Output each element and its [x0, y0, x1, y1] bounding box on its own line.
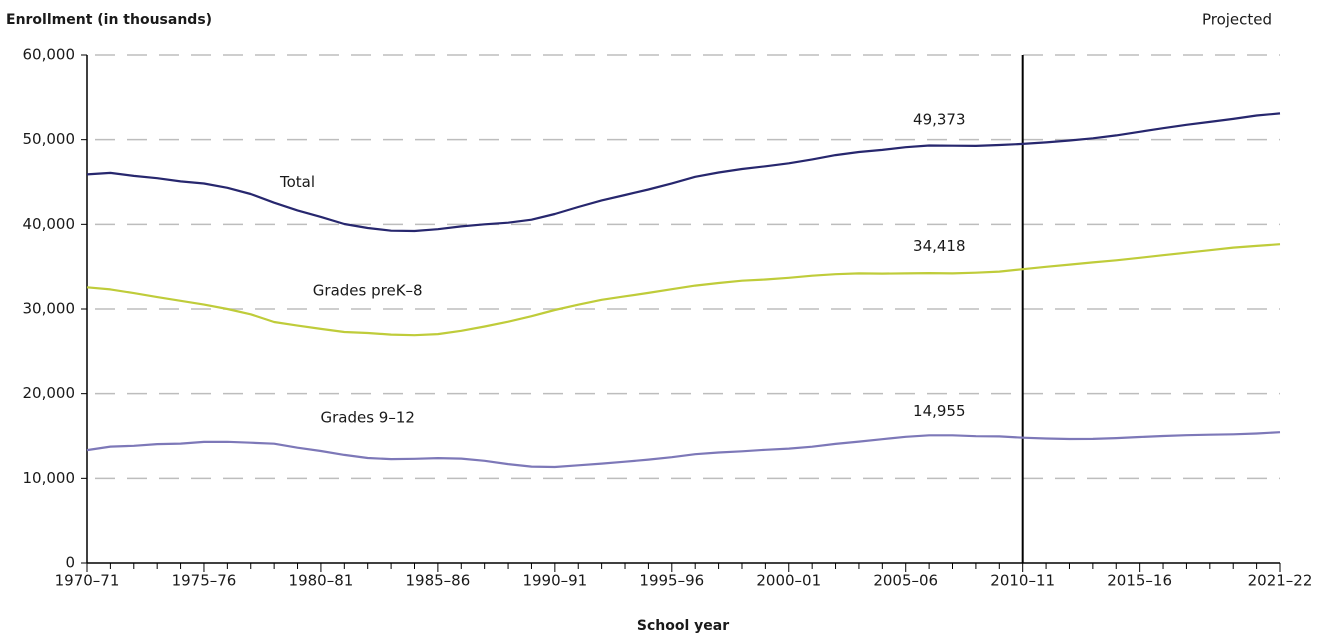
x-tick-label: 1975–76 — [172, 572, 237, 590]
y-tick-label: 60,000 — [23, 46, 76, 64]
x-tick-label: 2021–22 — [1248, 572, 1313, 590]
x-axis-label: School year — [637, 618, 729, 634]
value-label: 34,418 — [913, 237, 966, 255]
y-axis-label: Enrollment (in thousands) — [6, 12, 212, 28]
y-tick-label: 30,000 — [23, 300, 76, 318]
value-label: 14,955 — [913, 402, 966, 420]
series-line — [86, 243, 1281, 337]
projected-annotation: Projected — [1202, 11, 1272, 29]
y-tick-label: 40,000 — [23, 215, 76, 233]
x-tick-label: 2015–16 — [1107, 572, 1172, 590]
series-label: Total — [279, 173, 315, 191]
x-tick-label: 1985–86 — [405, 572, 470, 590]
x-tick-label: 1980–81 — [289, 572, 354, 590]
y-tick-label: 0 — [65, 554, 75, 572]
x-tick-label: 1995–96 — [639, 572, 704, 590]
value-label: 49,373 — [913, 110, 966, 128]
series-label: Grades preK–8 — [313, 282, 423, 300]
y-tick-label: 20,000 — [23, 384, 76, 402]
x-tick-label: 2000–01 — [756, 572, 821, 590]
series-label: Grades 9–12 — [320, 408, 414, 426]
series-line — [86, 112, 1281, 233]
y-tick-label: 50,000 — [23, 130, 76, 148]
series-line — [86, 431, 1281, 469]
x-tick-label: 1970–71 — [55, 572, 120, 590]
y-tick-label: 10,000 — [23, 469, 76, 487]
x-tick-label: 2005–06 — [873, 572, 938, 590]
x-tick-label: 1990–91 — [522, 572, 587, 590]
x-tick-label: 2010–11 — [990, 572, 1055, 590]
